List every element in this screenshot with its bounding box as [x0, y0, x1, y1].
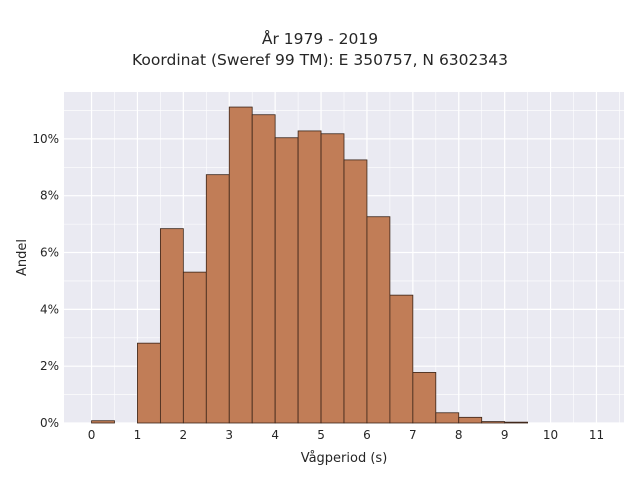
chart-title-line-2: Koordinat (Sweref 99 TM): E 350757, N 63… [132, 51, 508, 69]
histogram-bar [481, 421, 506, 424]
histogram-bar [91, 420, 115, 424]
histogram-bar [435, 412, 460, 424]
histogram-bar [251, 114, 276, 424]
histogram-bar [228, 106, 253, 424]
x-tick-label: 11 [589, 428, 604, 442]
x-tick-label: 10 [543, 428, 558, 442]
x-tick-label: 6 [363, 428, 371, 442]
histogram-bar [137, 342, 161, 424]
histogram-bar [389, 294, 414, 424]
histogram-bar [274, 137, 299, 424]
histogram-bar [182, 271, 207, 424]
x-axis-label: Vågperiod (s) [301, 451, 388, 466]
chart-title-line-1: År 1979 - 2019 [261, 30, 379, 48]
x-tick-label: 1 [134, 428, 142, 442]
x-tick-label: 9 [501, 428, 509, 442]
x-tick-label: 8 [455, 428, 463, 442]
x-tick-label: 0 [88, 428, 96, 442]
histogram-bar [458, 416, 483, 424]
histogram-bar [205, 174, 230, 424]
histogram-bar [320, 133, 345, 424]
histogram-bar [366, 216, 391, 424]
x-tick-label: 7 [409, 428, 417, 442]
histogram-bar [412, 372, 437, 424]
x-tick-label: 4 [271, 428, 279, 442]
y-tick-label: 8% [40, 189, 59, 203]
y-tick-label: 2% [40, 359, 59, 373]
x-tick-label: 5 [317, 428, 325, 442]
histogram-bar [159, 228, 184, 424]
y-tick-label: 0% [40, 416, 59, 430]
y-tick-label: 10% [32, 132, 59, 146]
x-tick-label: 2 [180, 428, 188, 442]
histogram-bar [504, 421, 529, 424]
y-tick-label: 6% [40, 246, 59, 260]
x-tick-label: 3 [225, 428, 233, 442]
y-tick-label: 4% [40, 302, 59, 316]
histogram-bar [343, 159, 368, 424]
y-axis-label: Andel [15, 239, 30, 276]
histogram-bar [297, 130, 322, 424]
